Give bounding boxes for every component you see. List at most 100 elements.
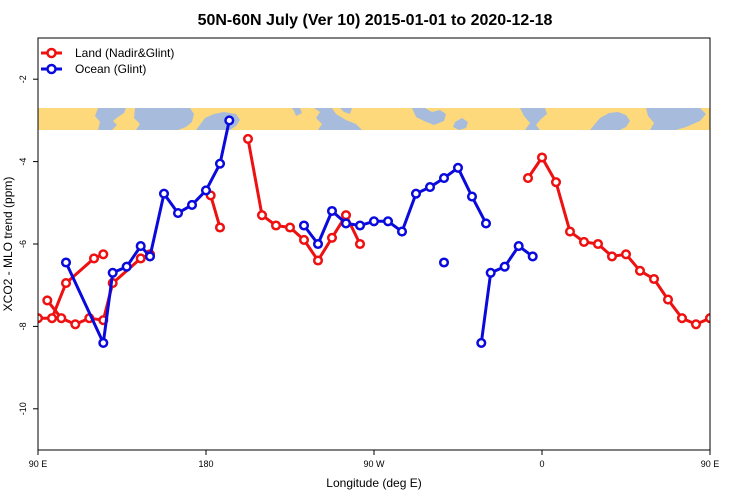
map-band-ocean-10	[590, 112, 630, 130]
map-band-ocean-12	[670, 116, 678, 124]
data-point-ocean	[214, 158, 226, 169]
data-point-ocean	[354, 220, 366, 231]
series-line-ocean	[64, 120, 231, 345]
data-point-ocean	[485, 267, 496, 278]
map-band-ocean-6	[340, 108, 352, 114]
data-point-ocean	[476, 337, 487, 348]
data-point-ocean	[326, 205, 338, 217]
data-point-land	[70, 319, 81, 330]
data-point-ocean	[158, 188, 170, 199]
data-point-land	[88, 253, 100, 264]
data-point-ocean	[527, 251, 538, 262]
data-point-land	[242, 133, 254, 144]
data-point-land	[298, 234, 310, 245]
data-point-land	[326, 232, 338, 243]
x-tick-label: 0	[539, 459, 544, 469]
data-point-ocean	[144, 251, 156, 262]
y-tick-label: -6	[18, 240, 28, 248]
series-line-land	[38, 252, 104, 320]
x-axis-label: Longitude (deg E)	[326, 476, 421, 490]
map-band-ocean-9	[520, 108, 547, 130]
y-tick-label: -8	[18, 322, 28, 330]
data-point-land	[56, 313, 67, 324]
series-land	[38, 133, 710, 330]
data-point-land	[620, 249, 632, 260]
data-point-ocean	[382, 216, 394, 227]
data-point-ocean	[368, 216, 380, 227]
x-axis: 90 E 180 90 W 0 90 E	[29, 450, 720, 469]
world-map-band	[38, 108, 710, 130]
data-point-land	[536, 152, 548, 163]
data-point-ocean	[480, 218, 492, 229]
data-point-ocean	[200, 185, 212, 196]
map-band-ocean-1	[95, 108, 126, 130]
data-point-ocean	[466, 191, 478, 202]
data-point-ocean	[135, 241, 146, 252]
data-point-ocean	[186, 199, 198, 210]
series-line-land	[209, 194, 222, 228]
data-point-ocean	[121, 261, 132, 272]
series-line-ocean	[479, 244, 534, 344]
data-point-ocean	[172, 208, 184, 219]
legend-label-land: Land (Nadir&Glint)	[75, 46, 174, 60]
data-point-land	[522, 173, 534, 184]
series-ocean	[60, 115, 538, 348]
data-point-ocean	[107, 267, 118, 278]
data-point-land	[606, 251, 618, 262]
data-point-land	[704, 313, 710, 324]
data-point-land	[46, 313, 58, 324]
x-tick-label: 90 E	[701, 459, 720, 469]
data-point-ocean	[312, 238, 324, 250]
series-line-ocean	[302, 166, 488, 246]
data-point-land	[564, 226, 576, 237]
data-point-land	[690, 319, 702, 330]
x-tick-label: 90 W	[363, 459, 385, 469]
data-point-ocean	[438, 173, 450, 184]
data-point-land	[60, 278, 72, 289]
data-point-land	[256, 210, 268, 221]
data-point-land	[634, 265, 646, 276]
data-point-land	[98, 249, 109, 260]
y-tick-label: -2	[18, 75, 28, 83]
data-point-ocean	[98, 337, 109, 348]
legend: Land (Nadir&Glint) Ocean (Glint)	[41, 46, 174, 76]
x-tick-label: 180	[198, 459, 213, 469]
y-tick-label: -10	[18, 402, 28, 415]
map-band-ocean-8	[453, 118, 468, 130]
y-axis: -10 -8 -6 -4 -2	[18, 75, 38, 415]
series-line-land	[526, 156, 710, 326]
y-axis-label: XCO2 - MLO trend (ppm)	[1, 177, 15, 312]
data-point-land	[550, 177, 562, 188]
data-point-ocean	[340, 218, 352, 229]
data-point-ocean	[424, 182, 436, 193]
data-point-land	[578, 236, 590, 247]
data-point-land	[284, 222, 296, 233]
map-band-ocean-7	[412, 108, 446, 125]
y-tick-label: -4	[18, 158, 28, 166]
data-point-ocean	[410, 188, 422, 199]
data-point-ocean	[60, 257, 72, 268]
data-point-land	[270, 220, 282, 231]
data-point-land	[676, 313, 688, 324]
data-point-land	[592, 238, 604, 250]
series-layer	[38, 115, 710, 348]
data-point-land	[42, 295, 53, 306]
legend-label-ocean: Ocean (Glint)	[75, 62, 146, 76]
map-band-ocean-2	[134, 108, 194, 130]
x-tick-label: 90 E	[29, 459, 48, 469]
data-point-land	[662, 294, 674, 305]
map-band-ocean-5	[314, 108, 362, 130]
data-point-ocean	[298, 220, 310, 231]
data-point-ocean	[224, 115, 235, 126]
map-band-ocean-4	[292, 108, 302, 116]
data-point-land	[135, 253, 146, 264]
data-point-ocean	[499, 261, 510, 272]
data-point-land	[648, 273, 660, 285]
data-point-land	[354, 238, 366, 250]
data-point-land	[340, 210, 352, 221]
data-point-ocean	[396, 226, 408, 237]
data-point-land	[214, 222, 226, 233]
legend-marker-ocean	[46, 63, 57, 75]
chart-title: 50N-60N July (Ver 10) 2015-01-01 to 2020…	[198, 12, 553, 29]
